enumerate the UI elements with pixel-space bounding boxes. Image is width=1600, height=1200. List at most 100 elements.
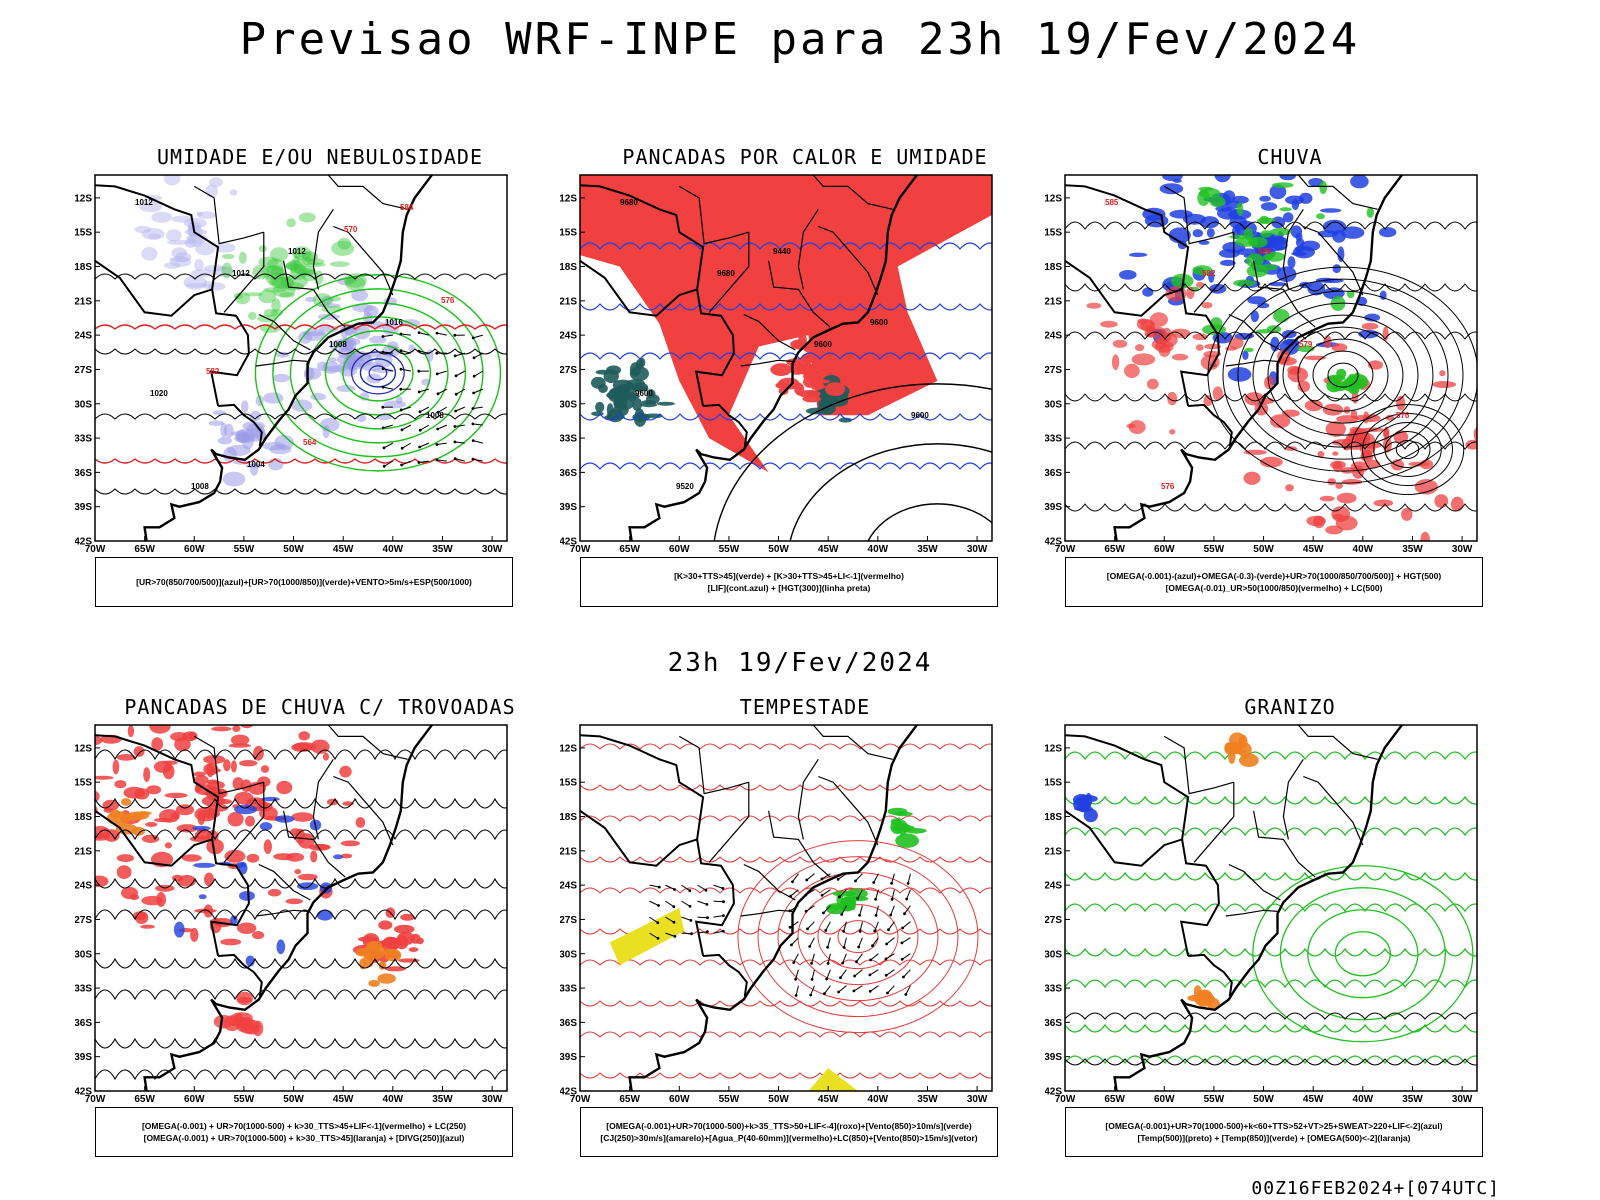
wind-vector xyxy=(455,352,465,357)
humidity-mid-area xyxy=(209,177,223,188)
wind-vector xyxy=(453,440,457,444)
omega-blue-area xyxy=(1332,264,1341,274)
wind-vector xyxy=(382,368,393,372)
thunder-red-area xyxy=(116,854,134,863)
wind-vector xyxy=(857,889,863,899)
panel-title: TEMPESTADE xyxy=(739,695,871,719)
streamline xyxy=(95,1069,507,1081)
thunder-red-area xyxy=(230,760,237,773)
wind-vector xyxy=(706,916,709,920)
omega-red-area xyxy=(1465,439,1477,450)
convection-red-area xyxy=(810,378,817,390)
lat-tick-label: 42S xyxy=(560,537,577,548)
wind-vector xyxy=(855,873,863,882)
humidity-mid-area xyxy=(215,243,236,253)
wind-vector xyxy=(811,969,815,980)
wind-vector xyxy=(872,937,879,946)
lon-tick-label: 65W xyxy=(1104,1094,1125,1105)
omega-red-area xyxy=(1340,467,1355,474)
wind-vector xyxy=(873,873,879,883)
omega-red-area xyxy=(1086,302,1102,309)
wind-vector xyxy=(473,370,484,377)
temp850-contour xyxy=(1252,865,1474,1043)
omega-red-area xyxy=(1200,354,1220,371)
omega-red-area xyxy=(1450,496,1464,512)
wind-vector xyxy=(906,882,910,885)
humidity-low-area xyxy=(267,258,285,271)
omega-red-area xyxy=(1350,409,1358,419)
omega-red-area xyxy=(1195,344,1204,351)
wind-vector xyxy=(381,405,385,409)
wind-vector xyxy=(810,978,814,981)
thunder-red-area xyxy=(340,840,360,847)
convection-red-area xyxy=(775,382,788,389)
wind-vector xyxy=(788,925,792,929)
lat-tick-label: 18S xyxy=(560,812,577,823)
omega-blue-area xyxy=(1192,229,1203,238)
omega-red-area xyxy=(1419,459,1434,470)
wind-vector xyxy=(794,977,797,981)
thunder-red-area xyxy=(140,924,155,929)
wind-vector xyxy=(454,392,458,396)
omega-red-area xyxy=(1169,429,1176,435)
wind-vector xyxy=(855,960,858,964)
omega-red-area xyxy=(1243,471,1261,485)
lon-tick-label: 35W xyxy=(917,544,938,555)
wind-vector xyxy=(722,900,725,904)
lat-tick-label: 30S xyxy=(75,949,92,960)
precipitable-water-contour xyxy=(580,887,992,894)
wind-vector xyxy=(890,881,893,885)
convection-red-area xyxy=(825,382,846,397)
thunder-red-area xyxy=(112,759,120,775)
thunder-red-area xyxy=(232,725,241,732)
omega-blue-area xyxy=(1269,184,1287,200)
humidity-mid-area xyxy=(166,229,182,242)
thunder-red-area xyxy=(143,767,151,783)
wind-vector xyxy=(906,889,911,900)
panel-title: UMIDADE E/OU NEBULOSIDADE xyxy=(156,145,484,169)
state-border xyxy=(255,909,308,917)
country-border xyxy=(218,953,263,997)
thunder-orange-area xyxy=(121,798,132,806)
hgt500-contour xyxy=(1362,413,1454,486)
omega-green-area xyxy=(1260,230,1272,238)
omega-green-area xyxy=(1346,290,1355,299)
state-border xyxy=(812,725,893,760)
lat-tick-label: 27S xyxy=(560,365,577,376)
humidity-low-area xyxy=(269,277,289,288)
omega-red-area xyxy=(1343,406,1351,414)
convection-red-area xyxy=(797,390,821,398)
omega-green-area xyxy=(1348,386,1360,395)
humidity-low-area xyxy=(285,274,308,289)
wind-vector xyxy=(697,900,708,905)
wind-vector xyxy=(826,945,829,949)
wind-vector xyxy=(473,352,484,359)
wind-vector xyxy=(905,985,911,995)
hgt500-contour xyxy=(1065,221,1477,230)
lon-tick-label: 70W xyxy=(85,544,106,555)
lon-tick-label: 65W xyxy=(619,544,640,555)
wind850-green-area xyxy=(898,820,908,836)
omega-blue-area xyxy=(1250,310,1259,323)
wind-vector xyxy=(840,913,844,916)
temp850-contour xyxy=(1065,979,1477,989)
thunder-red-area xyxy=(297,873,318,881)
wind-vector xyxy=(399,367,403,371)
streamline xyxy=(95,829,507,841)
wind-vector xyxy=(471,439,475,442)
humidity-mid-area xyxy=(275,351,290,358)
precipitable-water-contour xyxy=(580,743,992,750)
humidity-mid-area xyxy=(235,428,255,442)
wind-vector xyxy=(873,929,877,933)
hgt300-contour xyxy=(789,443,992,541)
omega-red-area xyxy=(1146,326,1166,335)
humidity-mid-area xyxy=(194,259,204,271)
divergence-blue-area xyxy=(316,909,333,921)
humidity-mid-area xyxy=(356,414,367,423)
humidity-low-area xyxy=(293,250,306,259)
humidity-low-area xyxy=(298,212,316,223)
wind-vector xyxy=(665,932,676,937)
thunder-red-area xyxy=(285,898,303,905)
humidity-low-area xyxy=(285,262,299,271)
wind-vector xyxy=(841,961,845,965)
